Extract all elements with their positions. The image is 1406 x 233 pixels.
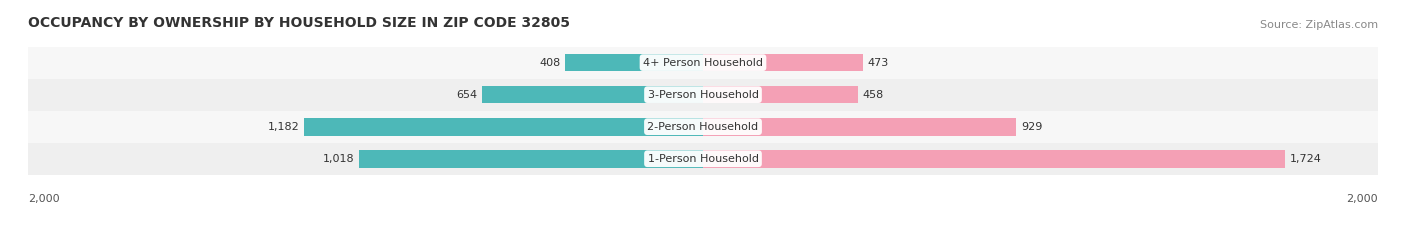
Text: 2-Person Household: 2-Person Household [647,122,759,132]
Text: 1,018: 1,018 [323,154,354,164]
Text: 2,000: 2,000 [1347,194,1378,204]
Bar [565,54,703,72]
Bar [304,118,703,136]
Text: 3-Person Household: 3-Person Household [648,90,758,100]
Bar [28,47,1378,79]
Text: 4+ Person Household: 4+ Person Household [643,58,763,68]
Bar [703,150,1285,168]
Text: Source: ZipAtlas.com: Source: ZipAtlas.com [1260,20,1378,30]
Text: 1,182: 1,182 [267,122,299,132]
Bar [28,111,1378,143]
Legend: Owner-occupied, Renter-occupied: Owner-occupied, Renter-occupied [582,230,824,233]
Bar [703,86,858,103]
Bar [28,143,1378,175]
Bar [28,79,1378,111]
Text: 654: 654 [456,90,477,100]
Text: OCCUPANCY BY OWNERSHIP BY HOUSEHOLD SIZE IN ZIP CODE 32805: OCCUPANCY BY OWNERSHIP BY HOUSEHOLD SIZE… [28,16,569,30]
Bar [703,54,863,72]
Text: 929: 929 [1022,122,1043,132]
Text: 458: 458 [863,90,884,100]
Text: 2,000: 2,000 [28,194,59,204]
Text: 1-Person Household: 1-Person Household [648,154,758,164]
Bar [482,86,703,103]
Bar [360,150,703,168]
Text: 473: 473 [868,58,889,68]
Text: 408: 408 [538,58,560,68]
Bar [703,118,1017,136]
Text: 1,724: 1,724 [1289,154,1322,164]
